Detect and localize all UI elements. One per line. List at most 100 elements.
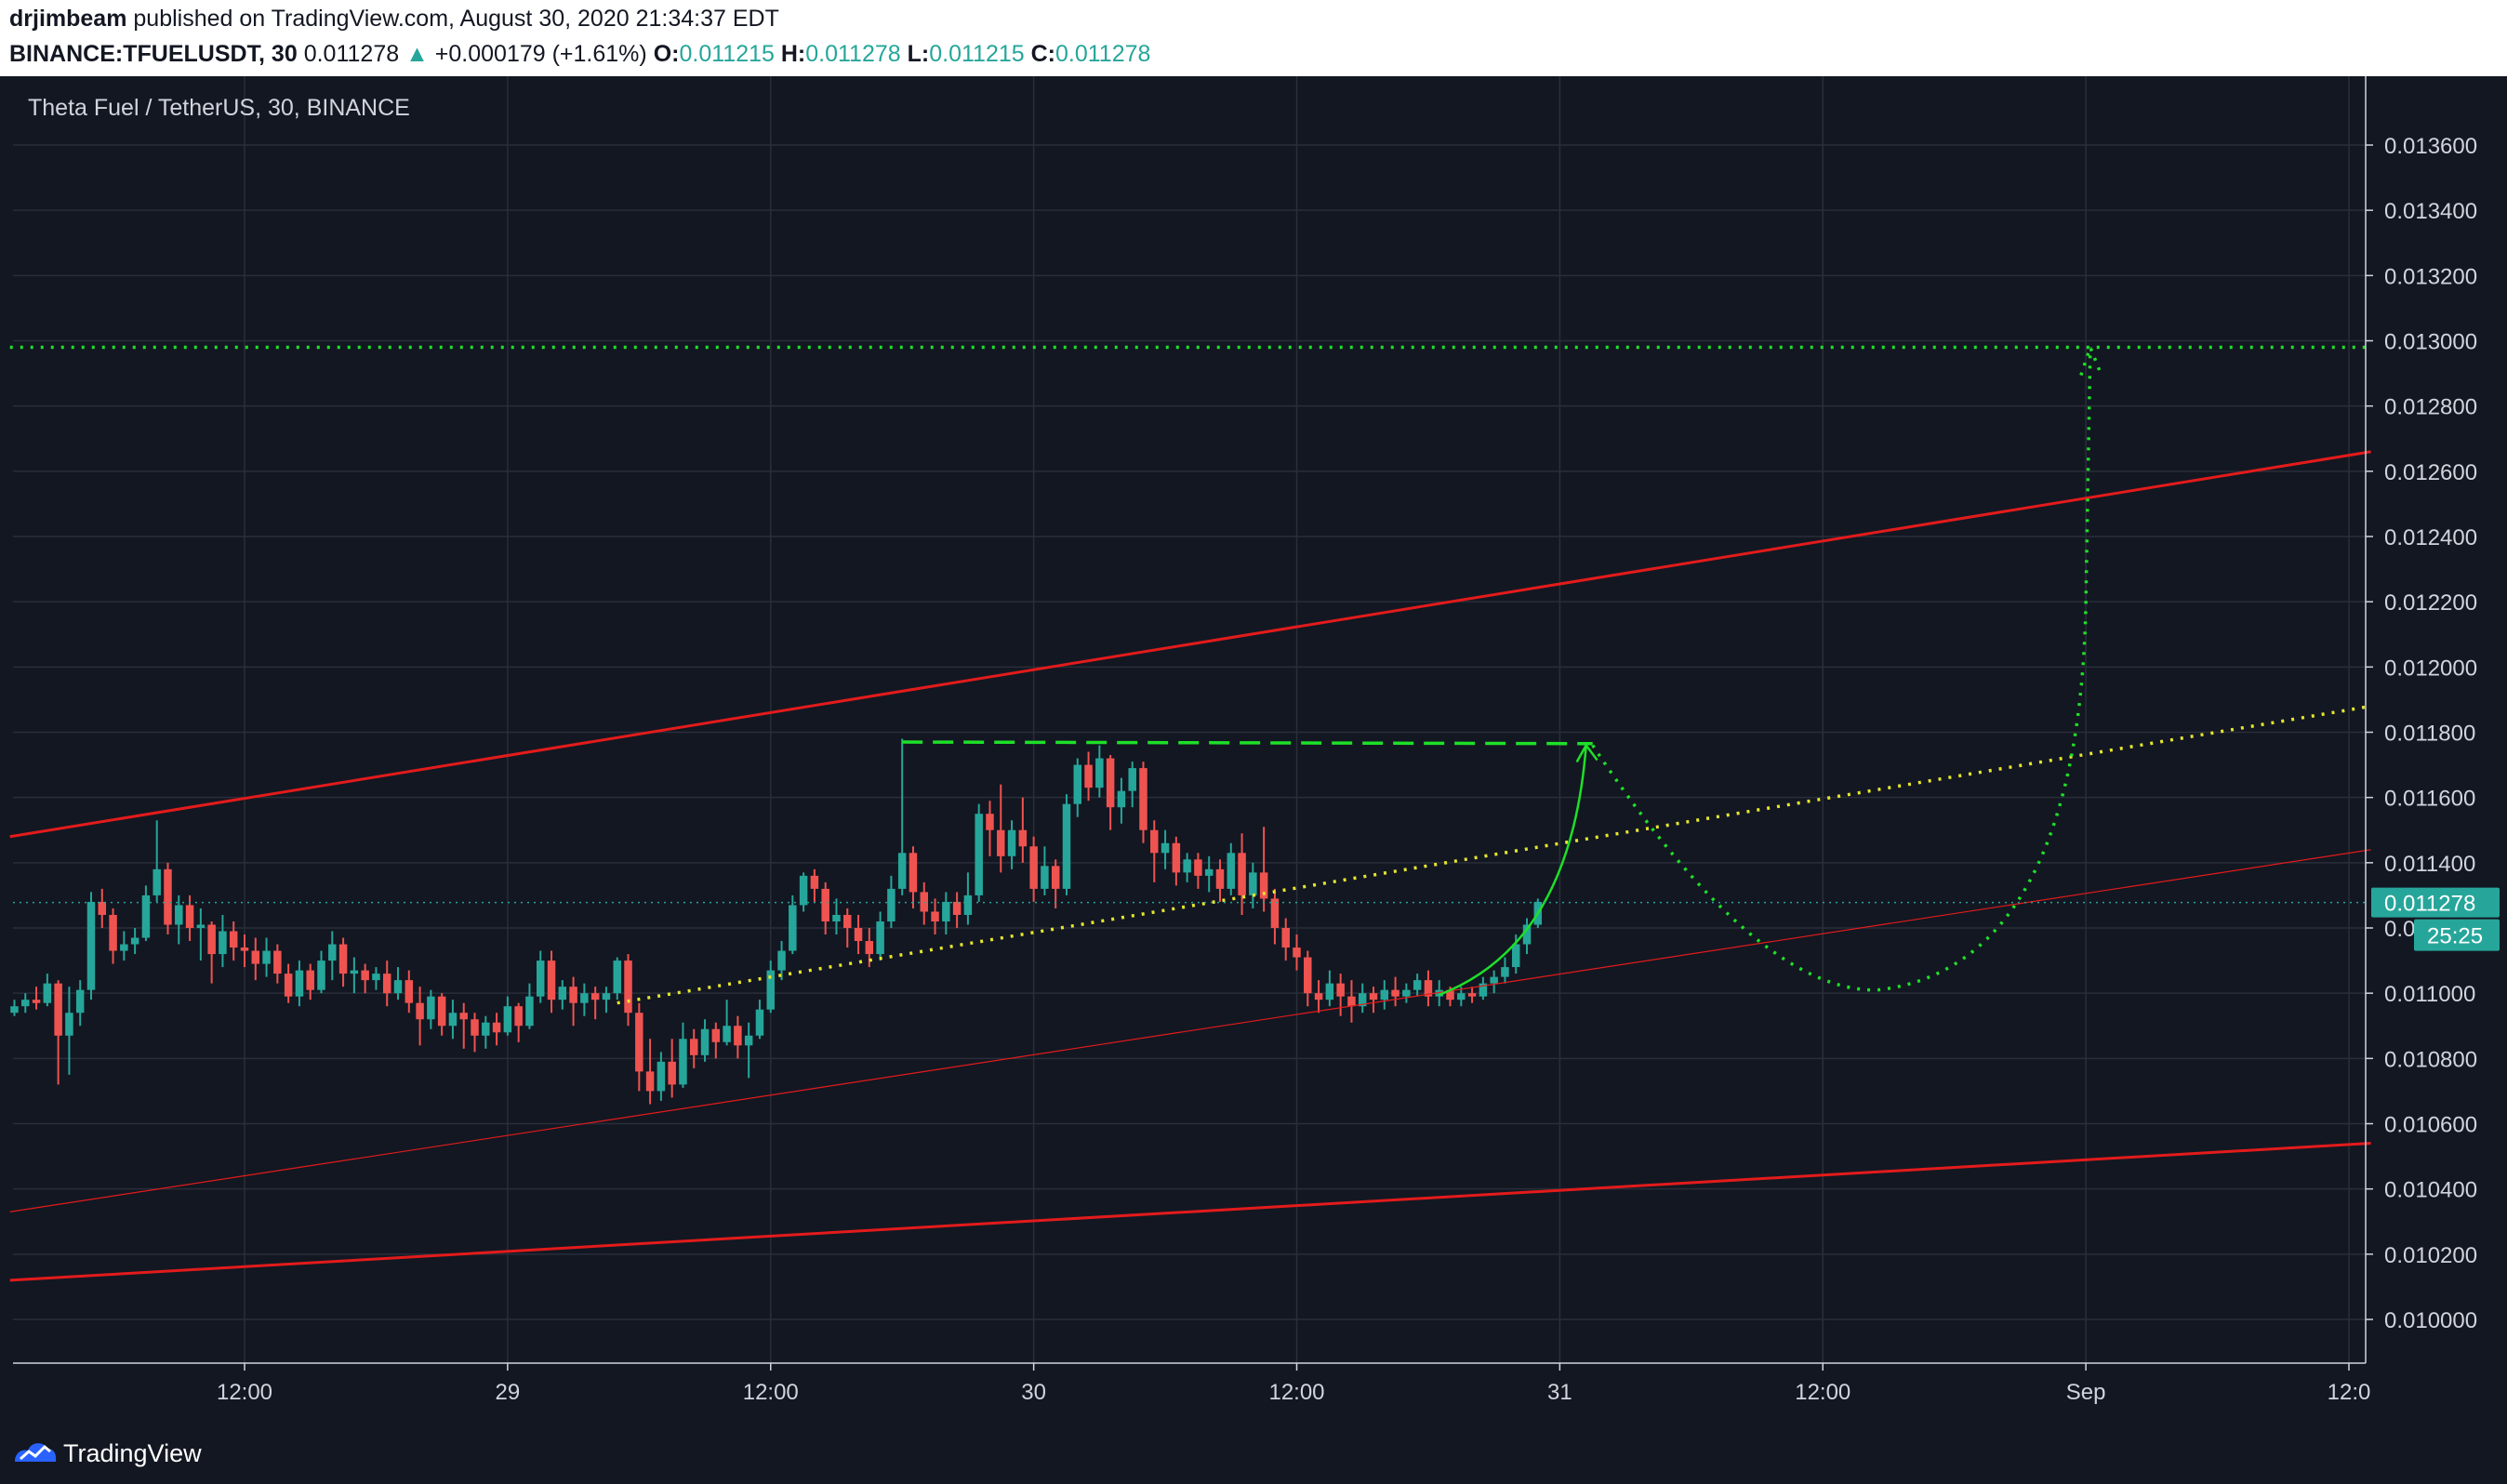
candle-body	[1139, 768, 1147, 830]
candle-body	[109, 914, 117, 951]
price-tick-label: 0.013600	[2384, 134, 2477, 159]
candle-body	[1172, 842, 1181, 873]
price-tick-label: 0.010200	[2384, 1243, 2477, 1268]
candle-body	[1314, 993, 1323, 1000]
candle-body	[952, 901, 962, 915]
candle-body	[865, 941, 874, 955]
candle-body	[43, 983, 52, 1003]
candle-body	[1467, 993, 1477, 997]
candle-body	[416, 1002, 424, 1020]
candle-body	[164, 868, 172, 925]
candle-body	[1095, 758, 1104, 788]
candle-body	[405, 980, 414, 1003]
candle-body	[153, 868, 161, 895]
candle-body	[1391, 989, 1399, 997]
author-name[interactable]: drjimbeam	[9, 6, 127, 32]
candle-body	[54, 983, 62, 1036]
candle-body	[448, 1013, 458, 1027]
candle-body	[602, 993, 611, 1000]
tradingview-logo-icon[interactable]	[13, 1438, 58, 1465]
low-label: L:	[907, 41, 930, 67]
candle-body	[471, 1019, 479, 1036]
candle-body	[1511, 944, 1520, 968]
chart-area[interactable]: 0.013600 0.013400 0.013200 0.013000 0.012800…	[0, 76, 2507, 1421]
published-text: published on TradingView.com, August 30,…	[133, 6, 779, 32]
candle-body	[382, 974, 391, 994]
time-tick-label: Sep	[2066, 1380, 2106, 1405]
candle-body	[98, 901, 107, 915]
last-price-tag	[2371, 887, 2500, 918]
candle-body	[427, 996, 435, 1020]
candle-body	[32, 1000, 41, 1003]
candle-body	[1281, 928, 1290, 948]
candle-body	[1259, 872, 1268, 899]
candle-body	[1270, 898, 1280, 928]
candle-body	[734, 1026, 742, 1046]
candle-body	[1293, 947, 1301, 958]
candle-body	[1457, 993, 1466, 1000]
open-value: 0.011215	[679, 41, 775, 67]
candle-body	[1358, 993, 1367, 1007]
price-change: +0.000179 (+1.61%)	[434, 41, 647, 67]
candle-body	[306, 970, 314, 990]
candle-body	[920, 892, 929, 912]
candle-body	[547, 961, 556, 1000]
candle-body	[897, 853, 907, 889]
price-tick-label: 0.010600	[2384, 1113, 2477, 1138]
candle-body	[755, 1009, 764, 1036]
candle-body	[1029, 846, 1038, 889]
price-tick-label: 0.012400	[2384, 525, 2477, 550]
candle-body	[1073, 764, 1082, 804]
candle-body	[273, 950, 282, 974]
candle-body	[668, 1061, 676, 1085]
candle-body	[503, 1006, 512, 1033]
candle-body	[909, 853, 918, 893]
candle-body	[887, 888, 895, 921]
candle-body	[120, 944, 128, 951]
price-tick-label: 0.010000	[2384, 1308, 2477, 1333]
channel-mid-line	[9, 849, 2371, 1212]
candle-body	[569, 987, 577, 1003]
price-tick-label: 0.013200	[2384, 264, 2477, 289]
candle-body	[1490, 976, 1498, 984]
candle-body	[1194, 859, 1202, 876]
candle-body	[558, 987, 567, 1000]
symbol-label: BINANCE:TFUELUSDT, 30	[9, 41, 298, 67]
tradingview-brand[interactable]: TradingView	[63, 1439, 202, 1467]
candle-body	[635, 1013, 643, 1072]
candle-body	[1117, 790, 1126, 808]
candle-body	[207, 924, 216, 955]
candle-body	[986, 814, 994, 830]
price-tick-label: 0.013400	[2384, 199, 2477, 224]
candle-body	[295, 970, 304, 997]
price-tick-label: 0.011800	[2384, 722, 2475, 747]
candle-body	[963, 894, 973, 915]
price-tick-label: 0.011400	[2384, 852, 2475, 877]
time-tick-label: 12:0	[2328, 1380, 2371, 1405]
candle-body	[185, 905, 194, 928]
last-price-tag-label: 0.011278	[2384, 892, 2475, 917]
candle-body	[876, 921, 884, 955]
candle-body	[514, 1006, 523, 1027]
candle-body	[1479, 983, 1488, 997]
candle-body	[1304, 957, 1312, 994]
high-value: 0.011278	[805, 41, 901, 67]
candle-body	[613, 961, 621, 994]
candle-body	[723, 1026, 731, 1042]
candle-body	[1051, 866, 1060, 889]
chart-background	[0, 76, 2507, 1421]
candle-body	[789, 905, 797, 951]
candle-body	[766, 970, 775, 1010]
candle-body	[580, 993, 589, 1003]
candlestick-chart[interactable]: 0.013600 0.013400 0.013200 0.013000 0.012800…	[0, 76, 2507, 1421]
candle-body	[1161, 842, 1170, 854]
candle-body	[175, 905, 183, 925]
candle-body	[350, 970, 359, 974]
candle-body	[1183, 859, 1191, 873]
candle-body	[1150, 829, 1159, 854]
price-tick-label: 0.011600	[2384, 787, 2475, 812]
chart-title: Theta Fuel / TetherUS, 30, BINANCE	[28, 95, 410, 121]
price-tick-label: 0.011000	[2384, 982, 2475, 1007]
low-value: 0.011215	[929, 41, 1025, 67]
candle-body	[219, 931, 227, 955]
